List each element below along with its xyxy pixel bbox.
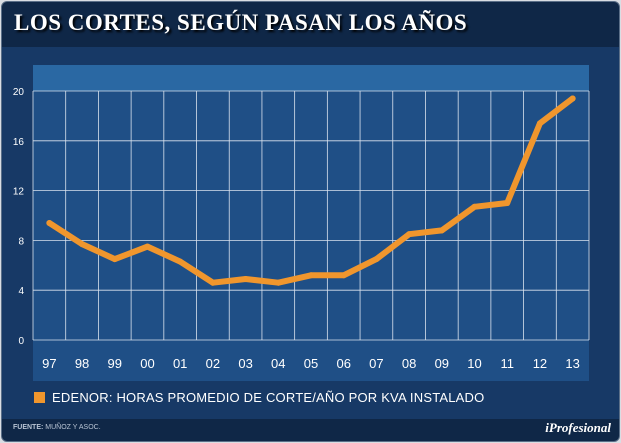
legend-label: EDENOR: HORAS PROMEDIO DE CORTE/AÑO POR … bbox=[52, 390, 485, 405]
data-point bbox=[569, 95, 576, 102]
x-tick-label: 01 bbox=[173, 356, 187, 371]
x-tick-label: 12 bbox=[533, 356, 547, 371]
y-tick-label: 4 bbox=[18, 286, 24, 297]
data-point bbox=[242, 275, 249, 282]
x-tick-label: 11 bbox=[500, 356, 514, 371]
source-note: FUENTE: MUÑOZ Y ASOC. bbox=[13, 424, 101, 431]
x-tick-label: 13 bbox=[565, 356, 579, 371]
brand-logo: iProfesional bbox=[545, 420, 611, 435]
x-tick-label: 98 bbox=[75, 356, 89, 371]
plot-area bbox=[33, 91, 589, 381]
source-label: FUENTE: bbox=[13, 424, 44, 431]
x-tick-label: 99 bbox=[108, 356, 122, 371]
data-point bbox=[406, 231, 413, 238]
legend: EDENOR: HORAS PROMEDIO DE CORTE/AÑO POR … bbox=[34, 390, 484, 405]
x-tick-label: 97 bbox=[42, 356, 56, 371]
data-point bbox=[373, 256, 380, 263]
header-bar bbox=[33, 65, 589, 91]
y-tick-label: 8 bbox=[18, 236, 24, 247]
data-point bbox=[438, 227, 445, 234]
data-point bbox=[111, 256, 118, 263]
legend-swatch bbox=[34, 392, 45, 403]
x-tick-label: 02 bbox=[206, 356, 220, 371]
chart-title: LOS CORTES, SEGÚN PASAN LOS AÑOS bbox=[14, 10, 468, 35]
x-tick-label: 10 bbox=[467, 356, 481, 371]
data-point bbox=[504, 200, 511, 207]
data-point bbox=[308, 272, 314, 279]
x-tick-label: 00 bbox=[140, 356, 154, 371]
x-tick-label: 06 bbox=[336, 356, 350, 371]
y-tick-label: 16 bbox=[13, 137, 25, 148]
y-tick-label: 12 bbox=[13, 187, 25, 198]
data-point bbox=[209, 279, 216, 286]
x-tick-label: 07 bbox=[369, 356, 383, 371]
y-tick-label: 20 bbox=[13, 87, 25, 98]
data-point bbox=[471, 203, 478, 210]
y-tick-label: 0 bbox=[18, 336, 24, 347]
x-tick-label: 08 bbox=[402, 356, 416, 371]
data-point bbox=[536, 120, 543, 127]
data-point bbox=[177, 258, 184, 265]
data-point bbox=[46, 219, 53, 226]
data-point bbox=[144, 243, 151, 250]
x-tick-label: 09 bbox=[435, 356, 449, 371]
source-value: MUÑOZ Y ASOC. bbox=[45, 424, 101, 431]
data-point bbox=[340, 272, 347, 279]
data-point bbox=[79, 241, 86, 248]
x-tick-label: 05 bbox=[304, 356, 318, 371]
x-tick-label: 04 bbox=[271, 356, 285, 371]
x-tick-label: 03 bbox=[238, 356, 252, 371]
data-point bbox=[275, 279, 282, 286]
